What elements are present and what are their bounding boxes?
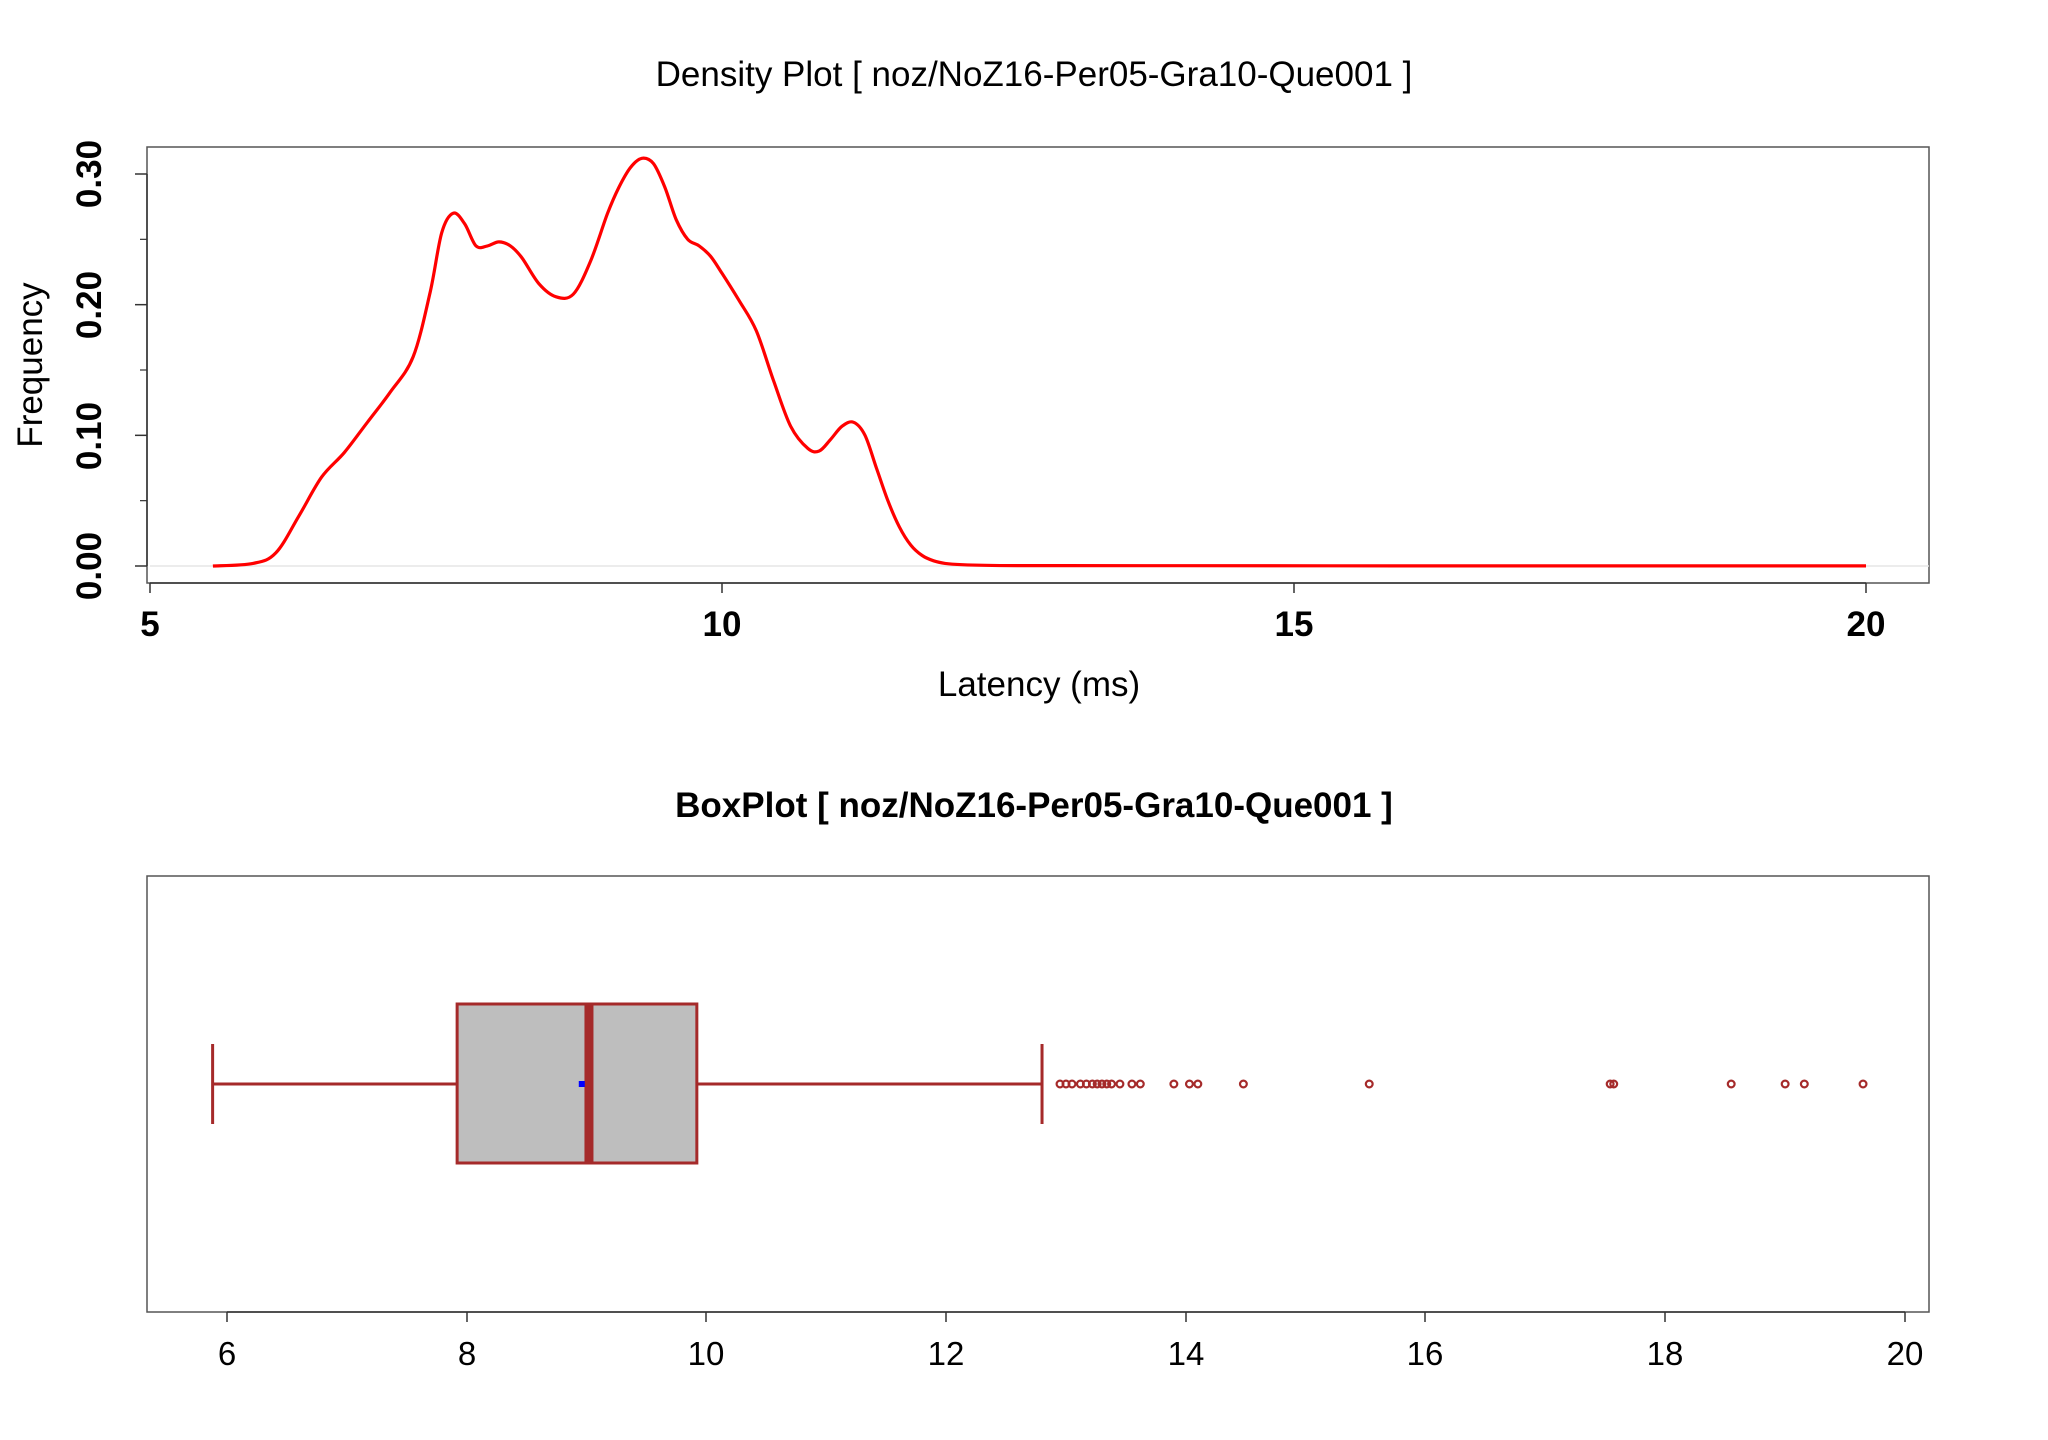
boxplot-outlier-point <box>1092 1079 1102 1089</box>
density-x-ticks <box>149 583 1867 593</box>
density-line <box>212 156 1866 568</box>
density-x-axis-label: Latency (ms) <box>938 665 1140 704</box>
boxplot-outlier-point <box>1726 1079 1736 1089</box>
boxplot-outlier-point <box>1102 1079 1112 1089</box>
boxplot-outlier-point <box>1097 1079 1107 1089</box>
boxplot-x-ticks <box>226 1312 1906 1322</box>
boxplot-outlier-point <box>1609 1079 1619 1089</box>
boxplot-mean-marker <box>578 1081 585 1087</box>
density-plot-frame <box>146 146 1930 584</box>
density-y-axis-label: Frequency <box>11 282 50 448</box>
boxplot-x-tick-label: 18 <box>1647 1335 1684 1372</box>
boxplot-outlier-point <box>1605 1079 1615 1089</box>
density-y-ticks <box>135 173 147 567</box>
boxplot-x-tick-label: 12 <box>928 1335 965 1372</box>
boxplot-outlier-point <box>1087 1079 1097 1089</box>
box-elements <box>211 1002 1868 1165</box>
density-y-tick-label: 0.30 <box>70 140 109 208</box>
boxplot-outlier-point <box>1364 1079 1374 1089</box>
boxplot-x-tick-label: 6 <box>218 1335 236 1372</box>
boxplot-x-tick-label: 8 <box>458 1335 476 1372</box>
density-x-tick-label: 15 <box>1275 605 1314 644</box>
boxplot-outlier-point <box>1799 1079 1809 1089</box>
boxplot-outlier-point <box>1115 1079 1125 1089</box>
boxplot-outlier-point <box>1858 1079 1868 1089</box>
box-plot: BoxPlot [ noz/NoZ16-Per05-Gra10-Que001 ]… <box>146 786 1930 1372</box>
boxplot-x-tick-label: 16 <box>1407 1335 1444 1372</box>
boxplot-outlier-point <box>1780 1079 1790 1089</box>
boxplot-outlier-point <box>1238 1079 1248 1089</box>
boxplot-x-tick-label: 20 <box>1887 1335 1924 1372</box>
boxplot-outlier-point <box>1184 1079 1194 1089</box>
density-y-tick-label: 0.10 <box>70 402 109 470</box>
boxplot-title: BoxPlot [ noz/NoZ16-Per05-Gra10-Que001 ] <box>675 786 1393 825</box>
density-y-tick-label: 0.00 <box>70 532 109 600</box>
density-x-tick-label: 5 <box>140 605 159 644</box>
density-plot: Density Plot [ noz/NoZ16-Per05-Gra10-Que… <box>11 55 1930 704</box>
boxplot-outlier-point <box>1127 1079 1137 1089</box>
density-y-tick-label: 0.20 <box>70 271 109 339</box>
boxplot-box <box>455 1002 699 1165</box>
density-x-tick-label: 10 <box>703 605 742 644</box>
boxplot-outlier-point <box>1135 1079 1145 1089</box>
boxplot-frame <box>146 875 1930 1313</box>
boxplot-outlier-point <box>1169 1079 1179 1089</box>
boxplot-x-tick-label: 10 <box>688 1335 725 1372</box>
boxplot-x-tick-label: 14 <box>1168 1335 1205 1372</box>
density-x-tick-label: 20 <box>1847 605 1886 644</box>
boxplot-outlier-point <box>1193 1079 1203 1089</box>
boxplot-outlier-point <box>1107 1079 1117 1089</box>
boxplot-outlier-point <box>1067 1079 1077 1089</box>
density-title: Density Plot [ noz/NoZ16-Per05-Gra10-Que… <box>656 55 1413 94</box>
